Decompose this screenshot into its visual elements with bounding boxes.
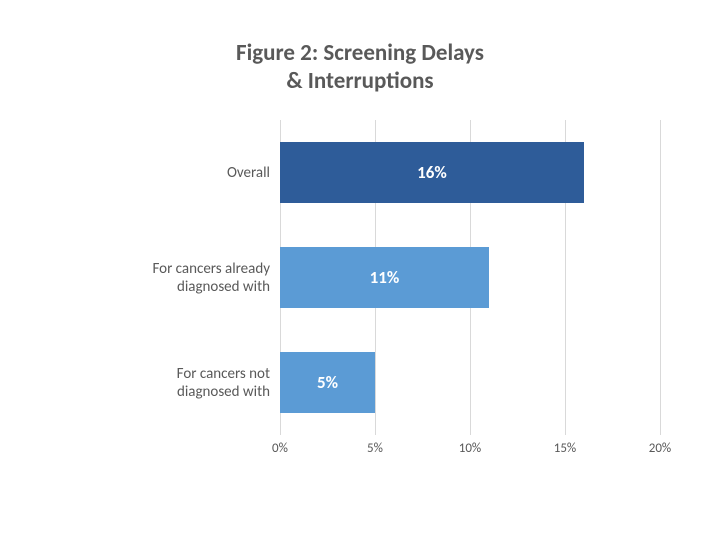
x-tick-label: 5% bbox=[367, 441, 383, 456]
category-label: For cancers notdiagnosed with bbox=[60, 330, 280, 435]
bar: 16% bbox=[280, 142, 584, 203]
y-axis-labels: OverallFor cancers alreadydiagnosed with… bbox=[60, 120, 280, 435]
bars-region: 16% 11% 5% bbox=[280, 120, 660, 435]
chart-container: Figure 2: Screening Delays & Interruptio… bbox=[0, 0, 720, 540]
x-tick-label: 20% bbox=[649, 441, 671, 456]
category-label: Overall bbox=[60, 120, 280, 225]
x-tick-label: 10% bbox=[459, 441, 481, 456]
gridline bbox=[660, 120, 661, 435]
x-tick-label: 0% bbox=[272, 441, 288, 456]
bar: 11% bbox=[280, 247, 489, 308]
chart-title-line2: & Interruptions bbox=[286, 67, 433, 95]
category-label: For cancers alreadydiagnosed with bbox=[60, 225, 280, 330]
chart-title: Figure 2: Screening Delays & Interruptio… bbox=[60, 40, 660, 95]
chart-title-line1: Figure 2: Screening Delays bbox=[236, 39, 484, 67]
plot-area: OverallFor cancers alreadydiagnosed with… bbox=[60, 120, 660, 435]
bar: 5% bbox=[280, 352, 375, 413]
x-axis: 0%5%10%15%20% bbox=[280, 435, 660, 465]
x-tick-label: 15% bbox=[554, 441, 576, 456]
